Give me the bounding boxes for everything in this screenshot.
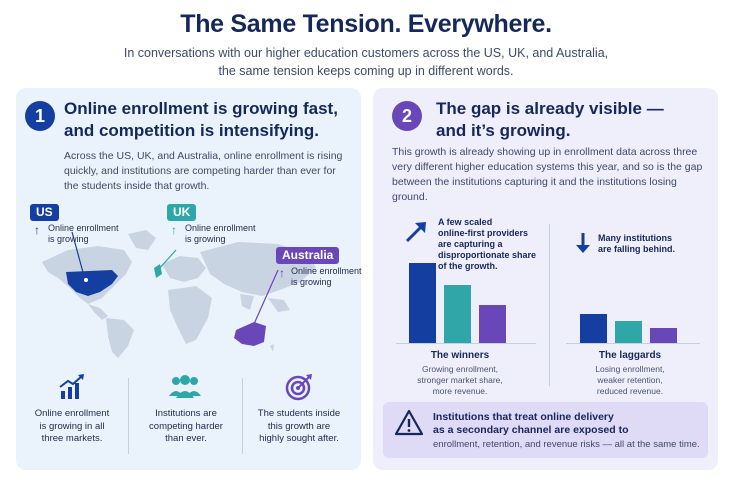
map-us-pin bbox=[84, 278, 88, 282]
map-australia-highlight bbox=[234, 322, 266, 346]
map-us-highlight bbox=[66, 270, 118, 296]
left-panel-heading: Online enrollment is growing fast, and c… bbox=[64, 98, 354, 142]
winners_callout-line: A few scaled bbox=[438, 217, 493, 227]
map-southeast-asia bbox=[268, 298, 290, 312]
winners-bar bbox=[444, 285, 471, 343]
uk-connector-line bbox=[157, 249, 177, 271]
subtitle-line-2: the same tension keeps coming up in diff… bbox=[218, 64, 514, 78]
arrow-up-icon: ↑ bbox=[171, 223, 177, 237]
page-title: The Same Tension. Everywhere. bbox=[180, 10, 552, 38]
panel-number-2: 2 bbox=[392, 101, 422, 131]
world-map bbox=[42, 230, 316, 358]
map-south-america bbox=[106, 318, 134, 358]
laggards-baseline bbox=[566, 343, 700, 344]
stat-growth-text: Online enrollment is growing in all thre… bbox=[34, 408, 110, 444]
right-heading-line-1: The gap is already visible — bbox=[436, 99, 664, 118]
map-central-america bbox=[88, 304, 108, 320]
warning-triangle-icon bbox=[394, 409, 424, 436]
trend-up-arrow-icon bbox=[405, 222, 426, 243]
risk-warning-box bbox=[383, 402, 708, 458]
growth-chart-icon bbox=[59, 374, 84, 399]
australia-connector-line bbox=[253, 269, 279, 325]
region-note-australia: Online enrollment is growing bbox=[291, 266, 362, 287]
people-group-icon bbox=[169, 375, 201, 398]
region-tag-uk: UK bbox=[167, 204, 197, 221]
winners_callout-line: are capturing a bbox=[438, 239, 503, 249]
winners_callout-line: disproportionate share bbox=[438, 250, 537, 260]
stat-students-text: The students inside this growth are high… bbox=[257, 408, 341, 444]
winners_callout-line: online-first providers bbox=[438, 228, 529, 238]
stats-divider bbox=[128, 378, 129, 454]
page-subtitle: In conversations with our higher educati… bbox=[60, 44, 672, 80]
stats-divider bbox=[242, 378, 243, 454]
winners-bar bbox=[409, 263, 436, 343]
region-note-us: Online enrollment is growing bbox=[48, 223, 119, 244]
target-icon bbox=[285, 374, 312, 401]
laggards-callout: Many institutions are falling behind. bbox=[598, 233, 708, 255]
us-connector-line bbox=[71, 231, 85, 277]
warning-line-2: as a secondary channel are exposed to bbox=[433, 424, 629, 436]
trend-down-arrow-icon bbox=[576, 233, 590, 253]
left-panel-body: Across the US, UK, and Australia, online… bbox=[64, 150, 343, 192]
laggards-bar bbox=[650, 328, 677, 343]
winners-description: Growing enrollment, stronger market shar… bbox=[417, 364, 503, 396]
map-africa bbox=[168, 286, 212, 344]
map-new-zealand bbox=[270, 344, 274, 352]
stat-competition-text: Institutions are competing harder than e… bbox=[149, 408, 223, 444]
map-greenland bbox=[128, 230, 156, 250]
arrow-up-icon: ↑ bbox=[34, 223, 40, 237]
laggards-bar bbox=[580, 314, 607, 343]
region-tag-us: US bbox=[30, 204, 59, 221]
winners_callout-line: of the growth. bbox=[438, 261, 498, 271]
laggards_callout-line: Many institutions bbox=[598, 233, 672, 243]
right-heading-line-2: and it’s growing. bbox=[436, 121, 571, 140]
map-europe bbox=[162, 256, 206, 282]
map-india bbox=[240, 294, 254, 310]
winners-bar bbox=[479, 305, 506, 343]
subtitle-line-1: In conversations with our higher educati… bbox=[123, 46, 609, 60]
warning-line-1: Institutions that treat online delivery bbox=[433, 411, 614, 423]
region-tag-australia: Australia bbox=[276, 247, 340, 264]
winners-baseline bbox=[396, 343, 536, 344]
laggards-title: The laggards bbox=[598, 350, 662, 361]
laggards-description: Losing enrollment, weaker retention, red… bbox=[595, 364, 665, 396]
region-note-uk: Online enrollment is growing bbox=[185, 223, 256, 244]
laggards-bar bbox=[615, 321, 642, 343]
arrow-up-icon: ↑ bbox=[279, 266, 285, 280]
winners-title: The winners bbox=[430, 350, 490, 361]
panel-number-1: 1 bbox=[25, 101, 55, 131]
warning-line-3: enrollment, retention, and revenue risks… bbox=[433, 439, 700, 450]
right-panel-body: This growth is already showing up in enr… bbox=[392, 146, 703, 203]
chart-divider bbox=[549, 224, 550, 386]
winners-callout: A few scaled online-first providers are ca… bbox=[438, 217, 548, 272]
left-heading-line-2: and competition is intensifying. bbox=[64, 121, 320, 140]
right-panel-heading: The gap is already visible — and it’s gr… bbox=[436, 98, 706, 142]
left-heading-line-1: Online enrollment is growing fast, bbox=[64, 99, 338, 118]
laggards_callout-line: are falling behind. bbox=[598, 244, 676, 254]
